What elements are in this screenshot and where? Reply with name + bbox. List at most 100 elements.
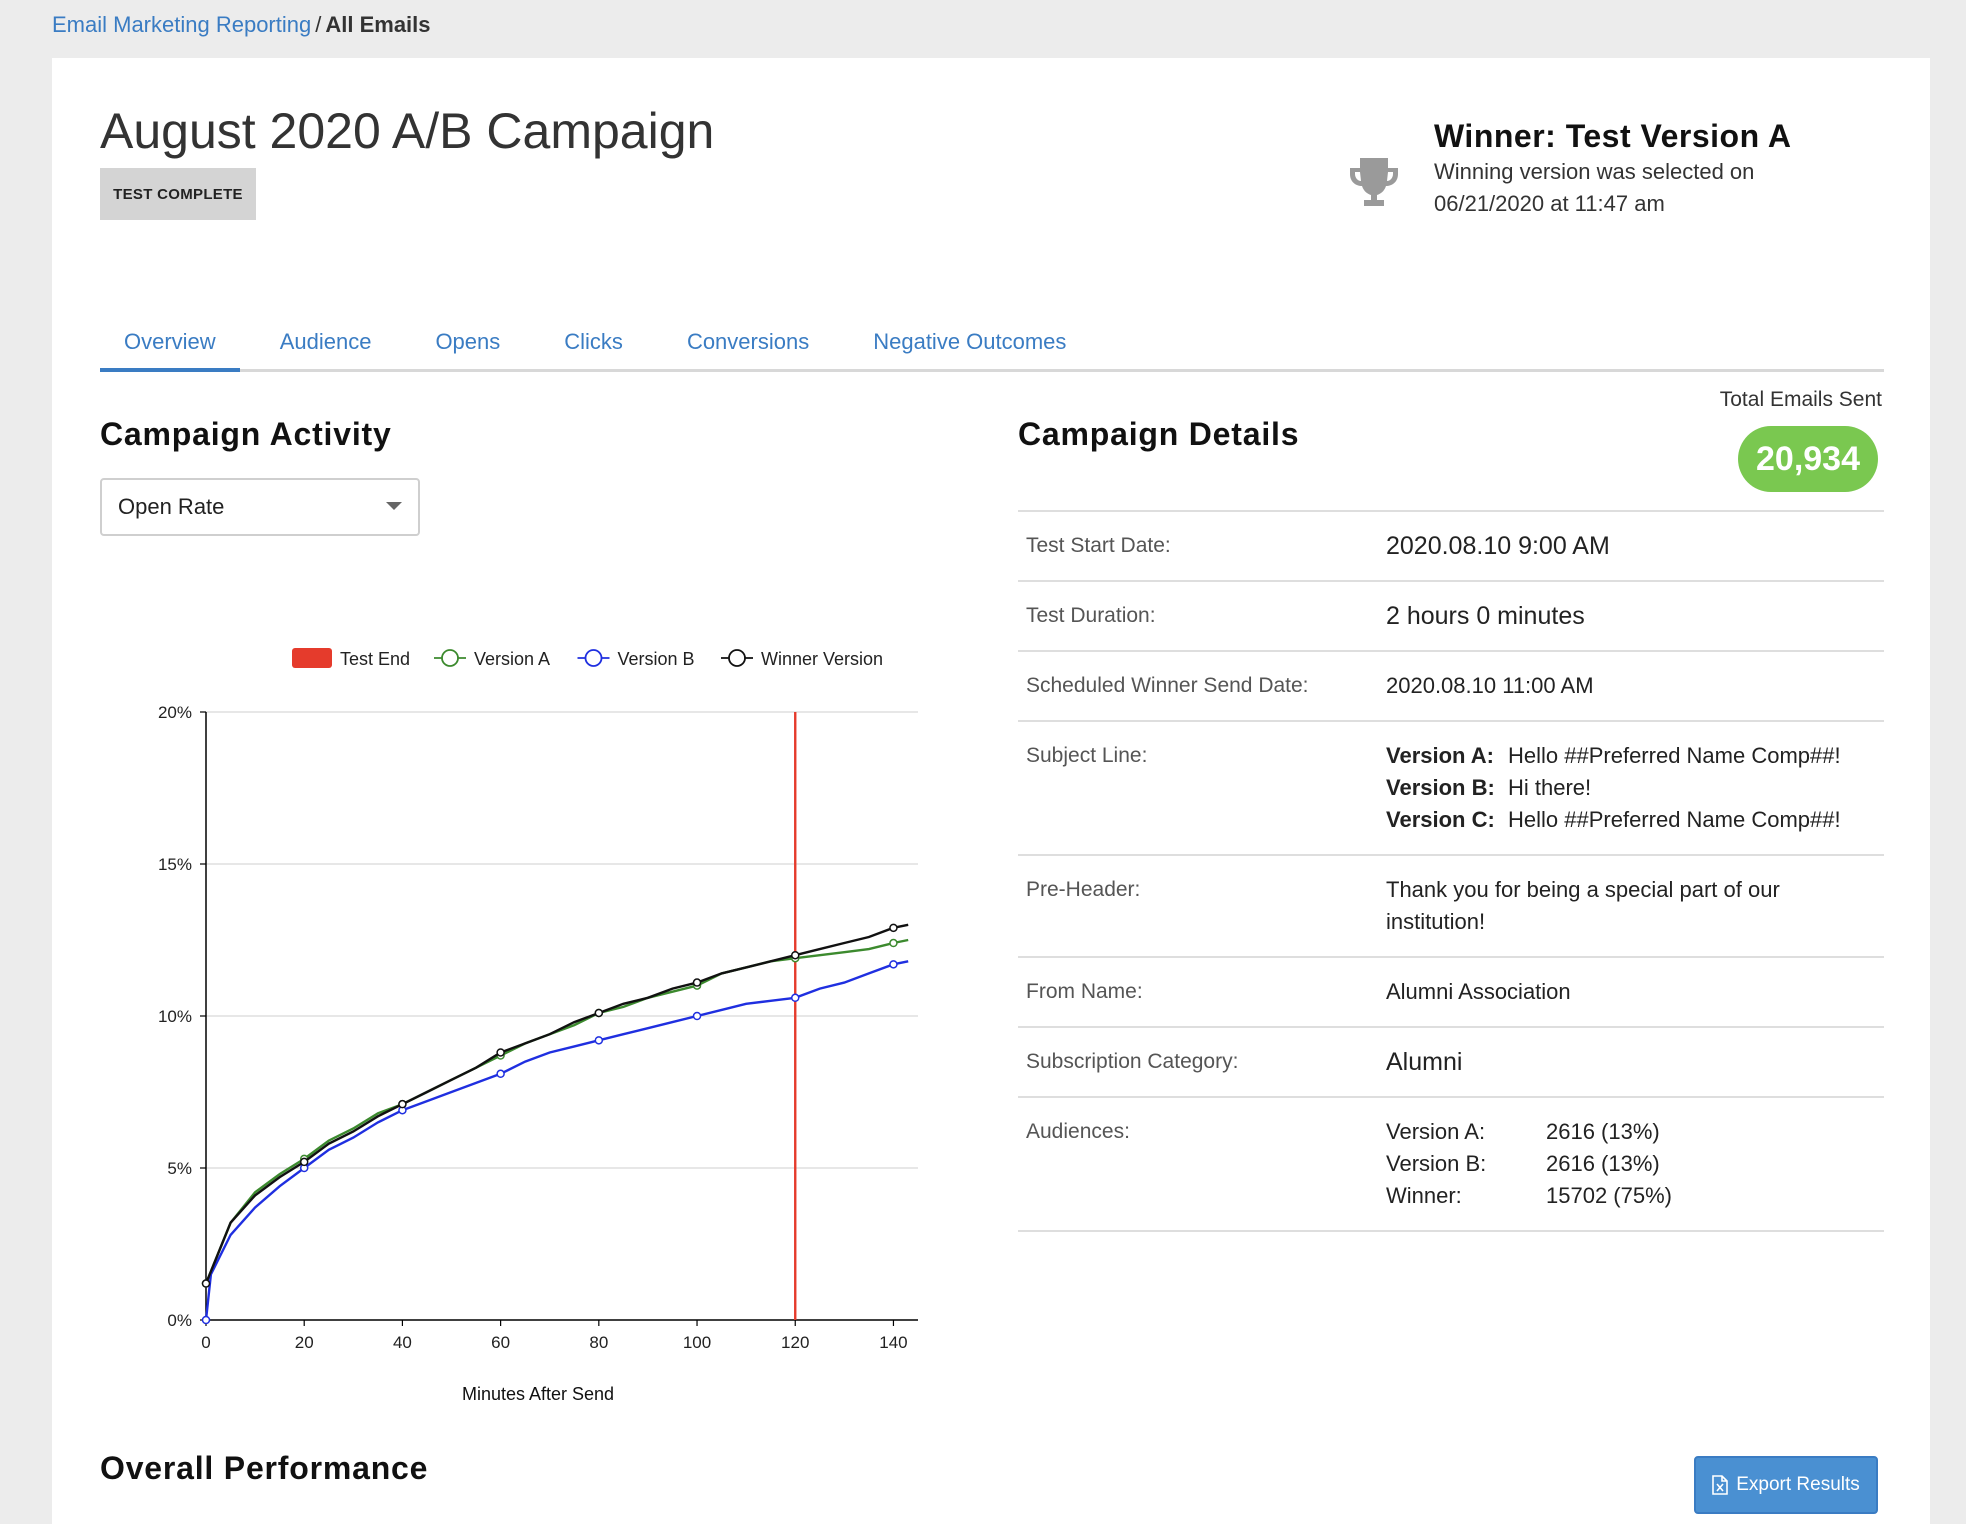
x-tick-label: 40 [393,1333,412,1352]
data-point [201,1315,211,1325]
detail-label: Test Start Date: [1026,534,1171,557]
open-rate-chart: 0% 5% 10% 15% 20% 0 20 40 60 80 100 120 140 Minutes A… [158,648,918,1404]
x-tick-label: 140 [879,1333,907,1352]
detail-row-audiences: Audiences: Version A: 2616 (13%) Version… [1018,1098,1884,1232]
subject-line-item: Version C: Hello ##Preferred Name Comp##… [1386,804,1876,836]
legend-label: Version B [618,649,695,669]
winner-description: Winning version was selected on 06/21/20… [1434,159,1755,216]
data-point [889,923,898,933]
series-line-version-b [204,960,909,1321]
export-results-button[interactable]: Export Results [1694,1456,1878,1514]
y-tick-label: 20% [158,703,192,722]
data-point [594,1008,604,1018]
metric-select[interactable]: Open Rate [100,478,420,536]
detail-row-category: Subscription Category: Alumni [1018,1028,1884,1098]
detail-value: 2020.08.10 11:00 AM [1386,673,1594,698]
x-tick-label: 0 [201,1333,210,1352]
detail-label: Subscription Category: [1026,1050,1239,1073]
series-line-winner-version [204,923,909,1284]
detail-row-winner-send: Scheduled Winner Send Date: 2020.08.10 1… [1018,652,1884,722]
tab-audience[interactable]: Audience [279,329,372,354]
detail-row-subject-line: Subject Line: Version A: Hello ##Preferr… [1018,722,1884,856]
legend-marker [728,649,746,667]
campaign-card: August 2020 A/B Campaign TEST COMPLETE W… [52,58,1930,1524]
subject-version: Version A: [1386,743,1494,768]
detail-row-preheader: Pre-Header: Thank you for being a specia… [1018,856,1884,958]
detail-value: Version A: 2616 (13%) Version B: 2616 (1… [1386,1116,1876,1212]
data-point [299,1157,309,1167]
detail-value: 2 hours 0 minutes [1386,602,1585,630]
subject-text: Hello ##Preferred Name Comp##! [1508,807,1841,832]
legend-marker [441,649,459,667]
legend-swatch-test-end [292,648,332,668]
subject-version: Version B: [1386,775,1495,800]
total-emails-badge: 20,934 [1738,426,1878,492]
subject-version: Version C: [1386,807,1495,832]
y-tick-label: 15% [158,855,192,874]
subject-text: Hello ##Preferred Name Comp##! [1508,743,1841,768]
data-point [496,1048,505,1057]
tab-bar: Overview Audience Opens Clicks Conversio… [100,322,1884,372]
export-results-label: Export Results [1736,1474,1860,1495]
breadcrumb-current: All Emails [325,12,431,37]
tab-overview[interactable]: Overview [100,322,240,372]
audience-item: Winner: 15702 (75%) [1386,1180,1876,1212]
audience-name: Version A: [1386,1119,1486,1144]
x-tick-label: 20 [295,1333,314,1352]
y-tick-label: 5% [167,1159,192,1178]
data-point [790,993,800,1003]
audience-value: 2616 (13%) [1546,1151,1660,1176]
data-point [398,1099,407,1109]
metric-select-value: Open Rate [118,494,225,519]
breadcrumb-link-reporting[interactable]: Email Marketing Reporting [52,12,312,37]
winner-title: Winner: Test Version A [1434,118,1792,154]
detail-label: Audiences: [1026,1120,1130,1143]
y-tick-label: 10% [158,1007,192,1026]
subject-text: Hi there! [1508,775,1592,800]
excel-file-icon [1712,1475,1729,1495]
subject-line-item: Version A: Hello ##Preferred Name Comp##… [1386,740,1876,772]
x-axis-label: Minutes After Send [462,1384,614,1404]
data-point [692,1011,702,1021]
total-emails-label: Total Emails Sent [1719,388,1882,411]
data-point [889,960,898,969]
legend-marker [584,649,603,667]
detail-row-from-name: From Name: Alumni Association [1018,958,1884,1028]
detail-label: Test Duration: [1026,604,1156,627]
status-badge: TEST COMPLETE [100,168,256,220]
data-point [889,938,898,948]
data-point [496,1069,505,1079]
audience-name: Winner: [1386,1183,1462,1208]
page-title: August 2020 A/B Campaign [100,103,715,159]
data-point [201,1279,211,1288]
x-tick-label: 60 [491,1333,510,1352]
detail-label: Pre-Header: [1026,878,1141,901]
campaign-activity-heading: Campaign Activity [100,416,392,452]
legend-label: Test End [340,649,410,669]
audience-name: Version B: [1386,1151,1487,1176]
chevron-down-icon [386,502,402,510]
legend-label: Version A [474,649,550,669]
x-tick-label: 120 [781,1333,809,1352]
legend-label: Winner Version [761,649,883,669]
data-point [692,978,702,987]
overall-performance-heading: Overall Performance [100,1450,429,1486]
detail-value: Version A: Hello ##Preferred Name Comp##… [1386,740,1876,836]
breadcrumb: Email Marketing Reporting / All Emails [52,10,431,40]
campaign-details-heading: Campaign Details [1018,416,1300,452]
y-tick-label: 0% [167,1311,192,1330]
detail-label: Subject Line: [1026,744,1148,767]
tab-opens[interactable]: Opens [435,329,501,354]
audience-value: 15702 (75%) [1546,1183,1672,1208]
tab-negative-outcomes[interactable]: Negative Outcomes [873,329,1067,354]
detail-value: Thank you for being a special part of ou… [1386,877,1780,934]
trophy-icon [1350,158,1398,206]
audience-item: Version B: 2616 (13%) [1386,1148,1876,1180]
detail-label: From Name: [1026,980,1143,1003]
tab-clicks[interactable]: Clicks [564,329,623,354]
tab-conversions[interactable]: Conversions [686,329,810,354]
audience-item: Version A: 2616 (13%) [1386,1116,1876,1148]
series-line-version-a [204,938,909,1284]
audience-value: 2616 (13%) [1546,1119,1660,1144]
breadcrumb-separator: / [315,12,322,37]
